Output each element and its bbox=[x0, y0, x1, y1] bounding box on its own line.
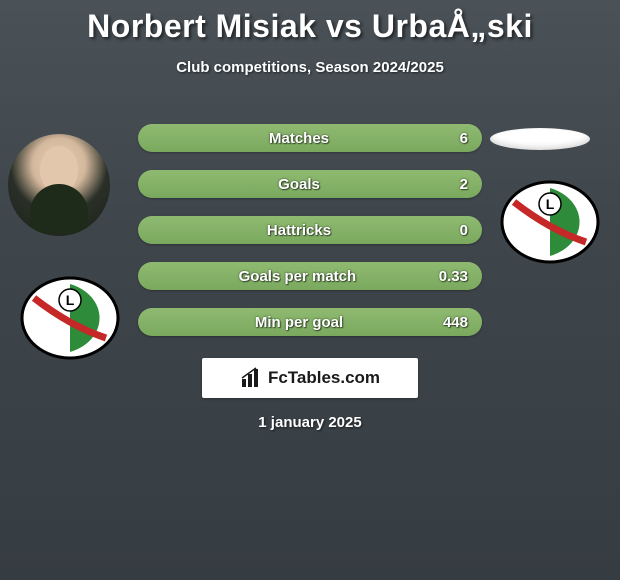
chart-icon bbox=[240, 367, 262, 389]
player-left-photo bbox=[8, 134, 110, 236]
brand-badge: FcTables.com bbox=[202, 358, 418, 398]
subtitle: Club competitions, Season 2024/2025 bbox=[0, 59, 620, 76]
stat-label: Hattricks bbox=[138, 222, 442, 239]
stat-value: 0 bbox=[442, 222, 482, 239]
stat-label: Goals bbox=[138, 176, 442, 193]
club-right-logo: L bbox=[500, 180, 600, 264]
svg-text:L: L bbox=[66, 292, 75, 308]
stat-row-goals-per-match: Goals per match 0.33 bbox=[138, 262, 482, 290]
svg-text:L: L bbox=[546, 196, 555, 212]
stat-row-matches: Matches 6 bbox=[138, 124, 482, 152]
stat-row-hattricks: Hattricks 0 bbox=[138, 216, 482, 244]
stat-label: Matches bbox=[138, 130, 442, 147]
date-text: 1 january 2025 bbox=[0, 414, 620, 431]
stat-row-min-per-goal: Min per goal 448 bbox=[138, 308, 482, 336]
stat-value: 2 bbox=[442, 176, 482, 193]
stat-row-goals: Goals 2 bbox=[138, 170, 482, 198]
player-right-photo bbox=[490, 128, 590, 150]
stat-value: 6 bbox=[442, 130, 482, 147]
page-title: Norbert Misiak vs UrbaÅ„ski bbox=[0, 0, 620, 45]
stat-label: Goals per match bbox=[138, 268, 439, 285]
stat-value: 448 bbox=[442, 314, 482, 331]
stat-label: Min per goal bbox=[138, 314, 442, 331]
stat-value: 0.33 bbox=[439, 268, 482, 285]
club-left-logo: L bbox=[20, 276, 120, 360]
stats-container: Matches 6 Goals 2 Hattricks 0 Goals per … bbox=[138, 124, 482, 354]
brand-text: FcTables.com bbox=[268, 368, 380, 388]
